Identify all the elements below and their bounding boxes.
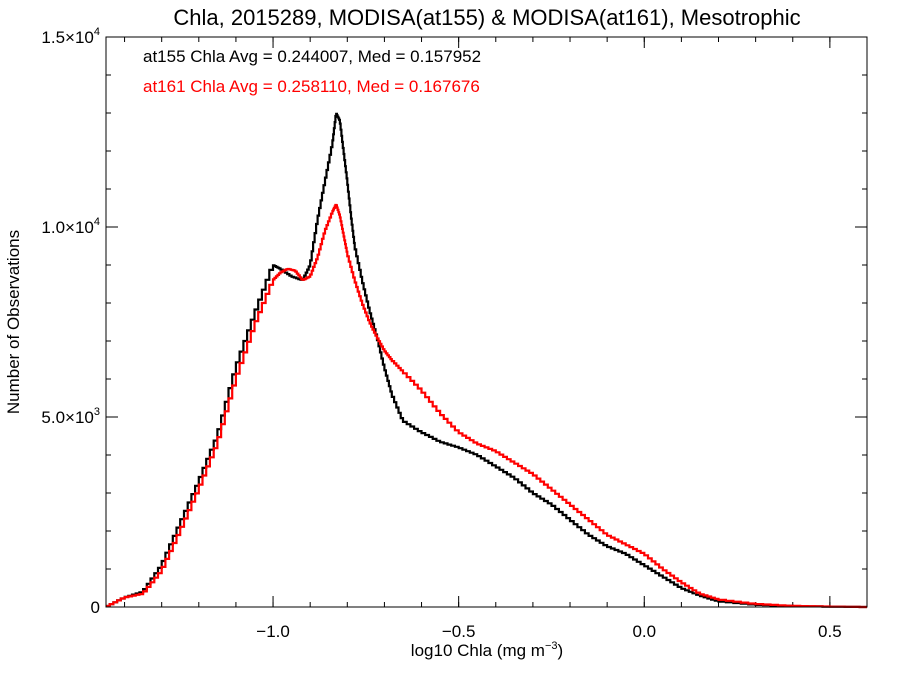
x-tick-label: 0.5 <box>818 622 842 641</box>
series-line-2 <box>106 203 867 609</box>
axis-ticks <box>106 36 868 608</box>
plot-frame <box>105 36 868 608</box>
annotation-at161: at161 Chla Avg = 0.258110, Med = 0.16767… <box>143 77 480 96</box>
series-group <box>106 112 867 609</box>
x-tick-label: −0.5 <box>442 622 476 641</box>
chart-title: Chla, 2015289, MODISA(at155) & MODISA(at… <box>173 5 800 30</box>
y-axis-title: Number of Observations <box>4 230 23 414</box>
x-tick-label: 0.0 <box>632 622 656 641</box>
axis-tick-labels: −1.0 −0.5 0.0 0.5 0 5.0×103 1.0×104 1.5×104 <box>41 26 841 641</box>
x-tick-label: −1.0 <box>256 622 290 641</box>
y-tick-label: 5.0×103 <box>41 406 100 427</box>
y-tick-label: 0 <box>91 598 100 617</box>
x-axis-title: log10 Chla (mg m−3) <box>411 640 563 660</box>
series-line-1 <box>106 112 867 609</box>
y-tick-label: 1.5×104 <box>41 26 100 47</box>
annotation-at155: at155 Chla Avg = 0.244007, Med = 0.15795… <box>143 47 481 66</box>
y-tick-label: 1.0×104 <box>41 216 100 237</box>
